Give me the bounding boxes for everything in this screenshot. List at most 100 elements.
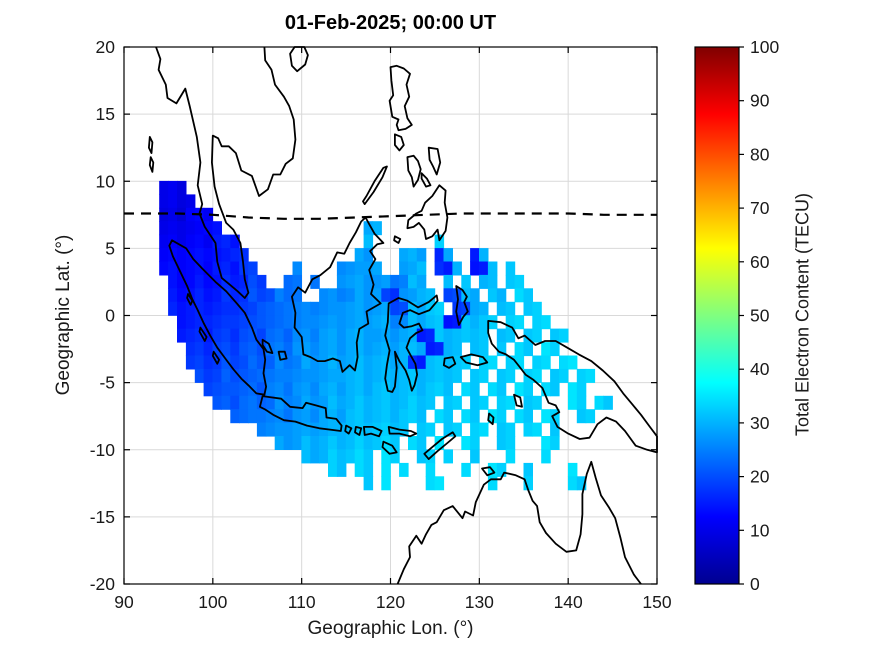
tec-cell: [168, 194, 178, 209]
tec-cell: [301, 382, 311, 397]
tec-cell: [230, 301, 240, 316]
tec-cell: [416, 328, 427, 343]
tec-cell: [390, 382, 400, 397]
colorbar-tick-label: 0: [750, 574, 760, 594]
tec-cell: [274, 422, 285, 437]
tec-cell: [159, 180, 169, 195]
tec-cell: [523, 409, 533, 424]
tec-cell: [354, 342, 365, 357]
tec-cell: [185, 355, 196, 370]
tec-cell: [274, 436, 285, 450]
tec-cell: [265, 355, 276, 370]
tec-cell: [443, 449, 453, 464]
tec-cell: [372, 382, 382, 397]
tec-cell: [221, 261, 231, 276]
colorbar-tick-label: 30: [750, 413, 770, 433]
tec-cell: [310, 382, 320, 397]
tec-cell: [479, 315, 489, 330]
tec-cell: [390, 328, 400, 343]
tec-cell: [310, 436, 320, 450]
tec-cell: [452, 261, 462, 276]
tec-cell: [185, 261, 196, 276]
tec-cell: [434, 261, 445, 276]
tec-cell: [256, 342, 267, 357]
tec-cell: [487, 476, 498, 491]
tec-cell: [292, 342, 302, 357]
tec-cell: [523, 328, 533, 343]
tec-cell: [505, 328, 516, 343]
tec-cell: [354, 288, 365, 303]
tec-cell: [496, 409, 507, 424]
tec-cell: [265, 301, 276, 316]
tec-cell: [576, 382, 587, 397]
tec-cell: [434, 436, 445, 450]
coastline-palawan: [362, 165, 388, 205]
tec-cell: [390, 368, 400, 383]
tec-cell: [203, 234, 214, 249]
coastline-south-pagai: [211, 350, 220, 365]
tec-cell: [416, 315, 427, 330]
tec-cell: [381, 382, 391, 397]
tec-cell: [470, 409, 480, 424]
tec-cell: [399, 368, 409, 383]
tec-cell: [541, 382, 551, 397]
tec-cell: [399, 462, 409, 477]
tec-cell: [345, 261, 356, 276]
tec-cell: [381, 315, 391, 330]
tec-cell: [194, 368, 205, 383]
tec-cell: [470, 301, 480, 316]
tec-cell: [496, 301, 507, 316]
tec-cell: [452, 315, 462, 330]
tec-cell: [256, 301, 267, 316]
tec-cell: [194, 288, 205, 303]
tec-cell: [328, 368, 338, 383]
tec-cell: [177, 328, 187, 343]
tec-cell: [425, 355, 436, 370]
tec-cell: [248, 328, 258, 343]
tec-cell: [248, 355, 258, 370]
tec-cell: [194, 261, 205, 276]
tec-cell: [203, 368, 214, 383]
tec-cells: [159, 180, 613, 491]
tec-cell: [345, 315, 356, 330]
tec-cell: [230, 395, 240, 410]
tec-cell: [194, 355, 205, 370]
tec-cell: [399, 395, 409, 410]
tec-cell: [345, 436, 356, 450]
tec-cell: [363, 288, 374, 303]
tec-cell: [274, 342, 285, 357]
tec-cell: [310, 355, 320, 370]
tec-cell: [301, 328, 311, 343]
tec-cell: [372, 274, 382, 289]
colorbar-tick-label: 20: [750, 467, 770, 487]
tec-cell: [292, 315, 302, 330]
tec-cell: [185, 301, 196, 316]
tec-cell: [239, 382, 249, 397]
y-tick-label: -10: [90, 440, 116, 460]
tec-cell: [470, 342, 480, 357]
tec-cell: [372, 328, 382, 343]
y-tick-label: -20: [90, 574, 116, 594]
coastline-bangka: [261, 338, 274, 354]
tec-cell: [416, 301, 427, 316]
tec-cell: [168, 261, 178, 276]
tec-cell: [416, 395, 427, 410]
tec-cell: [212, 315, 222, 330]
tec-cell: [239, 328, 249, 343]
tec-cell: [550, 436, 560, 450]
tec-cell: [550, 342, 560, 357]
tec-cell: [168, 180, 178, 195]
tec-cell: [372, 395, 382, 410]
tec-cell: [185, 194, 196, 209]
tec-cell: [461, 274, 471, 289]
tec-cell: [194, 248, 205, 263]
tec-cell: [505, 395, 516, 410]
tec-cell: [265, 409, 276, 424]
tec-cell: [212, 221, 222, 236]
tec-cell: [425, 382, 436, 397]
tec-cell: [301, 342, 311, 357]
coastline-mindoro: [394, 133, 405, 152]
tec-cell: [372, 301, 382, 316]
tec-cell: [248, 301, 258, 316]
tec-cell: [283, 422, 294, 437]
